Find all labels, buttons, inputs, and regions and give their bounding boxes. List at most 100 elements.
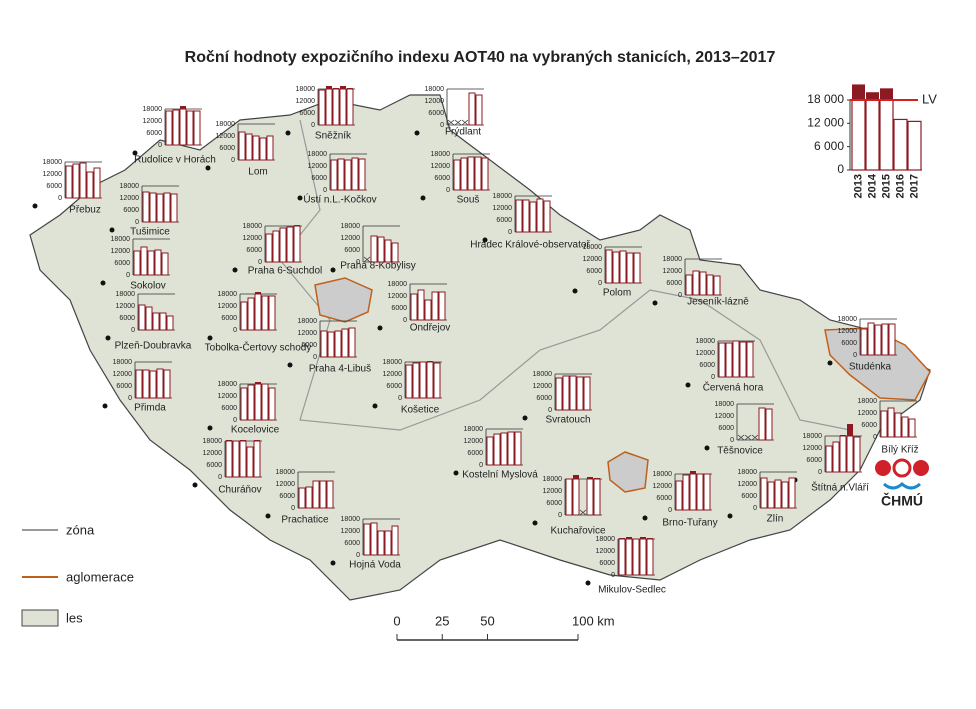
bar: [426, 361, 434, 399]
y-tick-label: 18000: [308, 151, 328, 158]
bar: [326, 480, 334, 509]
bar: [725, 342, 733, 378]
exceedance: [640, 537, 646, 539]
bar: [140, 246, 148, 276]
y-tick-label: 0: [313, 354, 317, 361]
bar: [384, 530, 392, 556]
bar: [419, 361, 427, 399]
bar: [232, 440, 240, 478]
bar: [351, 157, 359, 191]
station-name: Souš: [457, 195, 480, 206]
bar: [788, 477, 796, 509]
y-tick-label: 0: [730, 437, 734, 444]
bar: [543, 200, 551, 233]
station-name: Ústí n.L.-Kočkov: [303, 193, 376, 206]
station-dot: [453, 470, 459, 476]
y-tick-label: 0: [398, 395, 402, 402]
y-tick-label: 12000: [298, 330, 318, 337]
bar: [170, 193, 178, 223]
bar: [632, 538, 640, 576]
scale-label: 100 km: [572, 613, 615, 628]
logo-dot: [875, 460, 891, 476]
station-name: Hradec Králové-observatoř: [470, 240, 590, 251]
exceedance: [852, 84, 865, 100]
bar: [247, 384, 255, 421]
y-tick-label: 6000: [699, 362, 715, 369]
bar: [685, 274, 693, 296]
station-dot: [297, 195, 303, 201]
station-dot: [287, 362, 293, 368]
bar: [846, 435, 854, 473]
y-tick-label: 12000: [803, 445, 823, 452]
bar: [348, 327, 356, 358]
station-dot: [105, 335, 111, 341]
bar: [384, 239, 392, 263]
station-name: Frýdlant: [445, 127, 481, 138]
bar: [135, 369, 143, 399]
y-tick-label: 18000: [113, 359, 133, 366]
bar: [514, 431, 522, 466]
y-tick-label: 12 000: [807, 116, 844, 130]
y-tick-label: 18000: [218, 381, 238, 388]
bar: [142, 369, 150, 399]
y-tick-label: 0: [218, 474, 222, 481]
y-tick-label: 12000: [308, 163, 328, 170]
bar: [605, 249, 613, 284]
y-tick-label: 0: [291, 505, 295, 512]
station-dot: [414, 130, 420, 136]
bar: [332, 88, 340, 126]
bar: [453, 159, 461, 191]
y-tick-label: 6000: [114, 260, 130, 267]
station-name: Tobolka-Čertovy schody: [205, 341, 312, 354]
y-tick-label: 0: [446, 187, 450, 194]
bar: [467, 156, 475, 191]
station-dot: [585, 580, 591, 586]
station-dot: [642, 515, 648, 521]
station-name: Zlín: [767, 514, 784, 525]
y-tick-label: 6000: [434, 175, 450, 182]
station-name: Praha 4-Libuš: [309, 364, 371, 375]
bar: [72, 163, 80, 199]
bar: [93, 167, 101, 199]
bar: [149, 370, 157, 399]
bar: [268, 295, 276, 331]
exceedance: [619, 538, 625, 539]
x-tick-label: 2017: [908, 174, 920, 198]
y-tick-label: 0: [678, 292, 682, 299]
y-tick-label: 12000: [113, 371, 133, 378]
y-tick-label: 0: [403, 317, 407, 324]
y-tick-label: 6000: [344, 540, 360, 547]
y-tick-label: 18000: [203, 438, 223, 445]
station-name: Prachatice: [281, 515, 329, 526]
bar: [515, 199, 523, 233]
exceedance: [866, 92, 879, 100]
bar: [240, 387, 248, 421]
bar: [675, 480, 683, 511]
bar: [562, 375, 570, 411]
bar: [851, 99, 866, 171]
bar: [689, 473, 697, 511]
y-tick-label: 12000: [663, 268, 683, 275]
bar: [703, 473, 711, 511]
bar: [555, 377, 563, 411]
y-tick-label: 12000: [341, 528, 361, 535]
bar: [370, 522, 378, 556]
bar: [86, 171, 94, 199]
bar: [901, 416, 909, 438]
y-tick-label: 0: [135, 219, 139, 226]
bar: [330, 159, 338, 191]
bar: [879, 99, 894, 171]
station-name: Červená hora: [703, 381, 764, 394]
station-name: Kocelovice: [231, 425, 280, 436]
y-tick-label: 6000: [546, 500, 562, 507]
y-tick-label: 6000: [586, 268, 602, 275]
y-tick-label: 0: [479, 462, 483, 469]
station-dot: [532, 520, 538, 526]
y-tick-label: 0: [311, 122, 315, 129]
station-name: Praha 8-Kobylisy: [340, 261, 416, 272]
bar: [433, 362, 441, 399]
y-tick-label: 6000: [146, 130, 162, 137]
bar: [65, 165, 73, 199]
y-tick-label: 12000: [596, 548, 616, 555]
bar: [881, 323, 889, 356]
